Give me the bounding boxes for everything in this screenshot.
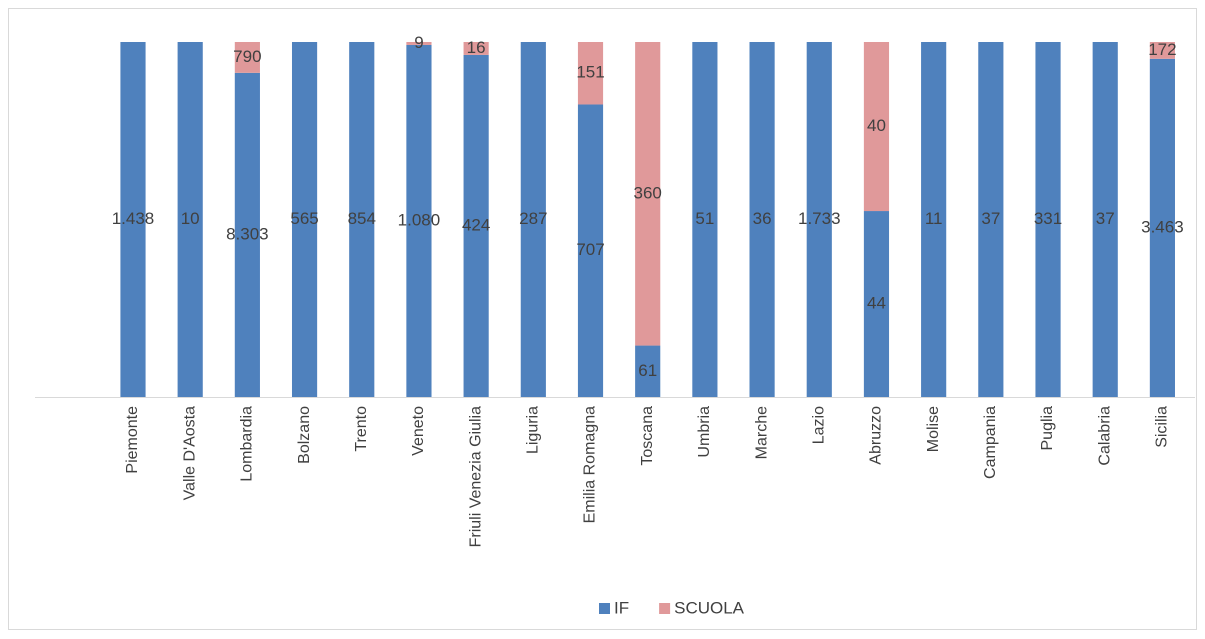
- data-label: 151: [576, 63, 604, 82]
- bar-segment: [463, 54, 489, 398]
- bar-segment: [1149, 42, 1175, 59]
- legend-label: SCUOLA: [674, 598, 745, 617]
- bar-segment: [921, 42, 947, 397]
- bar-segment: [291, 42, 318, 397]
- data-label: 9: [414, 33, 423, 52]
- bar-segment: [806, 42, 832, 397]
- x-tick-label: Valle D'Aosta: [181, 406, 198, 500]
- data-label: 3.463: [1141, 217, 1184, 236]
- x-tick-label: Liguria: [525, 406, 542, 454]
- x-tick-label: Toscana: [639, 406, 656, 466]
- data-label: 1.733: [798, 209, 841, 228]
- legend-label: IF: [614, 598, 629, 617]
- data-label: 565: [290, 209, 318, 228]
- bar-segment: [1035, 42, 1061, 397]
- bar-segment: [863, 211, 890, 397]
- bar-segment: [234, 42, 260, 73]
- bar-segment: [463, 42, 489, 55]
- data-label: 40: [867, 116, 886, 135]
- data-label: 61: [638, 361, 657, 380]
- bar-segment: [978, 42, 1004, 397]
- x-tick-label: Piemonte: [124, 406, 141, 474]
- bar-segment: [635, 42, 661, 346]
- bar-segment: [1149, 58, 1175, 398]
- x-tick-label: Lazio: [810, 406, 827, 444]
- bar-segment: [749, 42, 775, 397]
- data-label: 1.080: [398, 210, 441, 229]
- data-label: 172: [1148, 40, 1176, 59]
- bar-segment: [635, 345, 661, 397]
- data-label: 11: [925, 209, 943, 228]
- x-tick-label: Marche: [753, 406, 770, 459]
- legend-swatch: [659, 603, 671, 614]
- bar-segment: [692, 42, 718, 397]
- bar-segment: [177, 42, 203, 397]
- x-tick-label: Friuli Venezia Giulia: [467, 406, 484, 548]
- bar-segment: [577, 42, 604, 105]
- data-label: 360: [634, 183, 662, 202]
- x-tick-label: Abruzzo: [868, 406, 885, 465]
- bar-segment: [520, 42, 546, 397]
- bar-segment: [120, 42, 146, 397]
- x-tick-label: Puglia: [1039, 406, 1056, 451]
- x-tick-label: Campania: [982, 406, 999, 479]
- data-label: 37: [981, 209, 1000, 228]
- bar-segment: [1092, 42, 1118, 397]
- legend-swatch: [599, 603, 610, 614]
- data-label: 287: [519, 209, 547, 228]
- data-label: 331: [1034, 209, 1062, 228]
- bar-segment: [234, 72, 260, 397]
- data-label: 707: [576, 240, 604, 259]
- x-tick-label: Molise: [925, 406, 942, 452]
- x-tick-label: Emilia Romagna: [582, 406, 599, 523]
- bar-segment: [863, 42, 890, 212]
- data-label: 1.438: [112, 209, 155, 228]
- bar-segment: [406, 42, 432, 45]
- x-tick-label: Bolzano: [296, 406, 313, 464]
- x-tick-label: Veneto: [410, 406, 427, 456]
- data-label: 8.303: [226, 224, 269, 243]
- data-label: 10: [181, 209, 200, 228]
- data-label: 424: [462, 215, 490, 234]
- data-label: 854: [348, 209, 376, 228]
- data-label: 16: [467, 38, 486, 57]
- data-label: 37: [1096, 209, 1115, 228]
- data-label: 790: [233, 47, 261, 66]
- data-label: 44: [867, 294, 886, 313]
- x-tick-label: Lombardia: [239, 406, 256, 482]
- bar-segment: [406, 44, 432, 397]
- bar-segment: [577, 104, 604, 398]
- x-tick-label: Calabria: [1096, 406, 1113, 466]
- x-tick-label: Trento: [353, 406, 370, 452]
- x-tick-label: Umbria: [696, 406, 713, 458]
- bar-segment: [349, 42, 375, 397]
- x-tick-label: Sicilia: [1154, 406, 1171, 448]
- data-label: 36: [753, 209, 772, 228]
- data-label: 51: [695, 209, 714, 228]
